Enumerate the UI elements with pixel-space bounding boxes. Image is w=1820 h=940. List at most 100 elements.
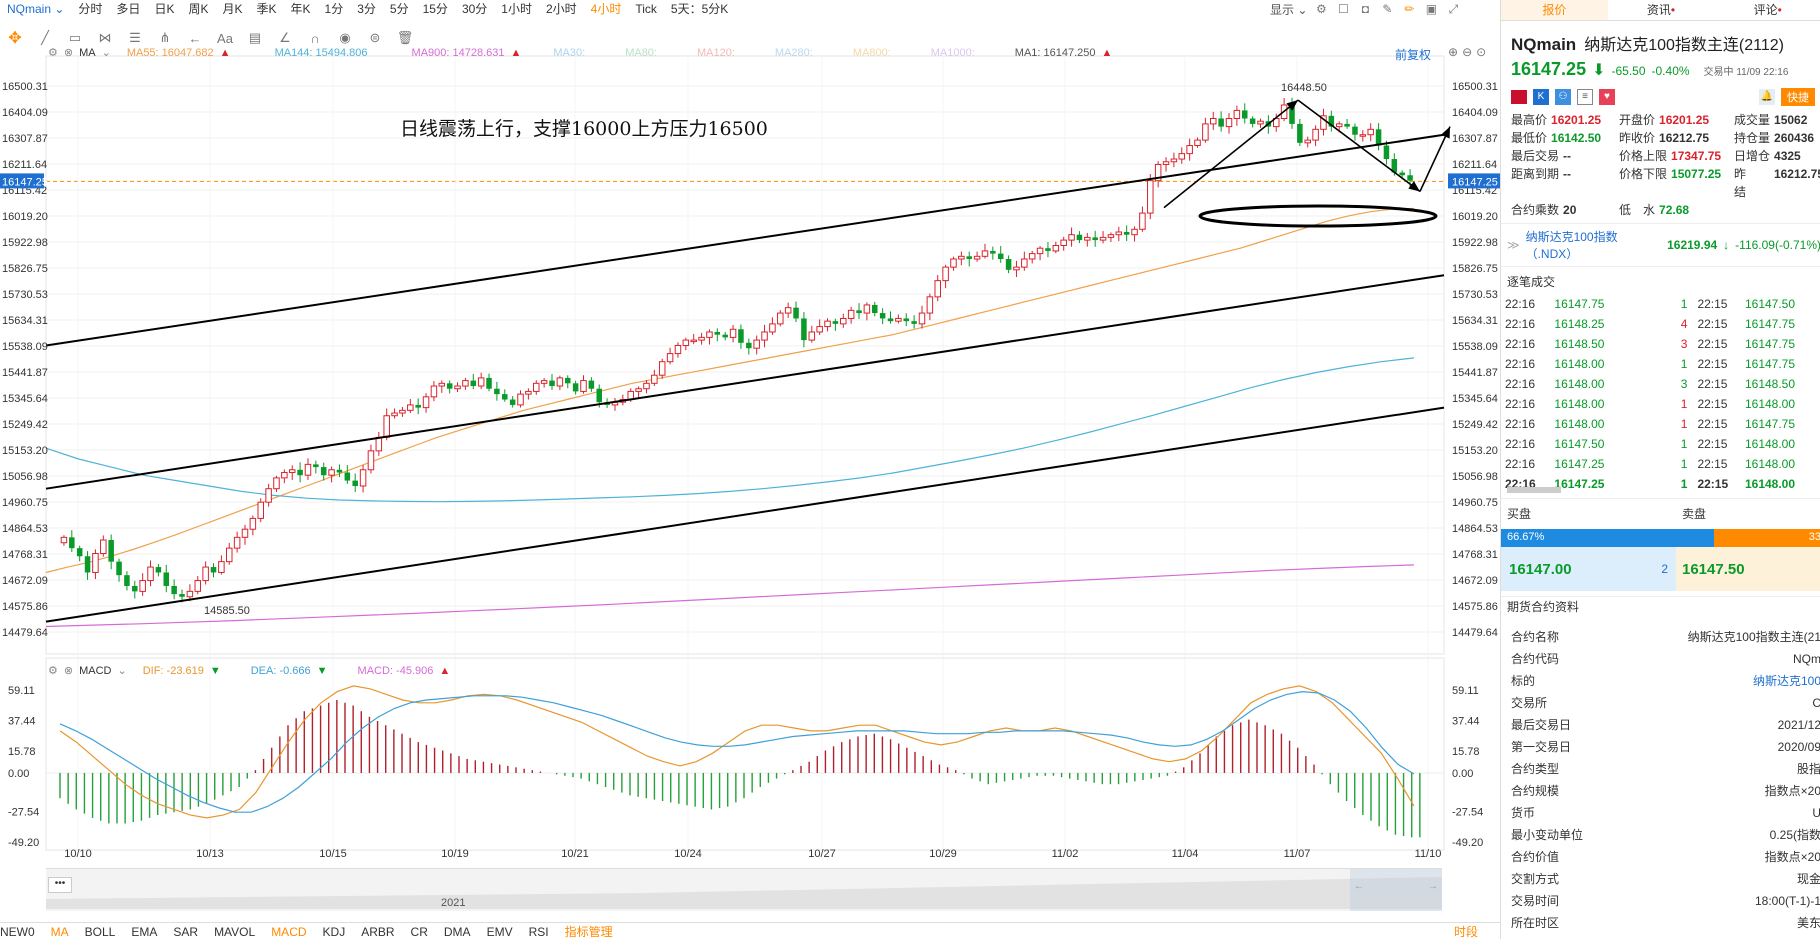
text-tool-icon[interactable]: Aa — [217, 30, 233, 46]
scroll-window[interactable]: ← → — [1350, 869, 1442, 911]
timeframe-14[interactable]: 4小时 — [590, 2, 622, 16]
pencil-icon[interactable]: ✏ — [1404, 2, 1415, 16]
timeframe-4[interactable]: 月K — [222, 2, 243, 16]
rect-tool-icon[interactable]: ▭ — [68, 30, 82, 45]
ask-box[interactable]: 16147.50 — [1676, 547, 1820, 591]
reset-icon[interactable]: ⊙ — [1476, 45, 1487, 59]
timeframe-12[interactable]: 1小时 — [501, 2, 532, 16]
indicator-2[interactable]: BOLL — [84, 924, 116, 939]
timeframe-16[interactable]: 5天：5分K — [670, 2, 729, 16]
arrow-tool-icon[interactable]: ← — [188, 30, 202, 46]
chart-right-tools: 显示 ⌄ ⚙ ☐ ◘ ✎ ✏ ▣ ⤢ — [1270, 0, 1461, 18]
lock-icon[interactable]: ⊜ — [369, 30, 381, 45]
timeframe-11[interactable]: 30分 — [461, 2, 488, 16]
y-tick-label-left: 14768.31 — [2, 549, 48, 561]
indicator-4[interactable]: SAR — [173, 924, 199, 939]
us-flag-icon — [1511, 90, 1527, 104]
timeframe-5[interactable]: 季K — [256, 2, 277, 16]
close-icon[interactable]: ⊗ — [63, 665, 74, 677]
candle-body-down — [903, 318, 910, 322]
indicator-5[interactable]: MAVOL — [214, 924, 256, 939]
close-icon[interactable]: ⊗ — [63, 47, 74, 59]
left-arrow-icon[interactable]: ← — [1354, 881, 1364, 892]
candle-body-up — [666, 353, 674, 363]
line-dea — [59, 690, 1415, 813]
restore-adjust-link[interactable]: 前复权 — [1395, 48, 1432, 62]
settings-icon[interactable]: ⚙ — [48, 47, 58, 59]
collapse-icon[interactable]: ≫ — [1507, 238, 1520, 252]
move-icon[interactable]: ✥ — [8, 30, 22, 47]
timeframe-6[interactable]: 年K — [290, 2, 311, 16]
timeframe-8[interactable]: 3分 — [357, 2, 376, 16]
timeframe-2[interactable]: 日K — [154, 2, 175, 16]
indicator-8[interactable]: ARBR — [361, 924, 395, 939]
arrow-next-up — [1419, 126, 1451, 192]
kline-chart[interactable]: 16500.3116404.0916307.8716211.6416115.42… — [0, 42, 1500, 939]
overview-scrollbar[interactable]: ••• ← → 2021 — [46, 868, 1442, 911]
indicator-3[interactable]: EMA — [131, 924, 158, 939]
indicator-0[interactable]: NEW0 — [0, 924, 35, 939]
note-tool-icon[interactable]: ▤ — [248, 30, 262, 45]
settings-icon[interactable]: ⚙ — [1316, 2, 1327, 16]
timeframe-3[interactable]: 周K — [188, 2, 209, 16]
timeframe-13[interactable]: 2小时 — [545, 2, 577, 16]
trash-icon[interactable]: 🗑 — [396, 30, 414, 45]
quick-trade-button[interactable]: 快捷 — [1781, 88, 1815, 106]
settings-icon[interactable]: ⚙ — [48, 665, 58, 677]
scroll-handle-left[interactable]: ••• — [48, 877, 72, 893]
layout-icon[interactable]: ▣ — [1425, 2, 1438, 16]
indicator-12[interactable]: RSI — [528, 924, 549, 939]
checkbox-icon[interactable]: ☐ — [1338, 2, 1349, 16]
bid-box[interactable]: 16147.00 2 — [1501, 547, 1676, 591]
edit-icon[interactable]: ✎ — [1382, 2, 1393, 16]
camera-icon[interactable]: ◘ — [1361, 2, 1370, 16]
symbol-selector[interactable]: NQmain ⌄ — [7, 2, 65, 16]
angle-tool-icon[interactable]: ∠ — [279, 30, 291, 45]
indicator-6[interactable]: MACD — [271, 924, 307, 939]
timeframe-1[interactable]: 多日 — [116, 2, 141, 16]
fib-tool-icon[interactable]: ⋔ — [159, 30, 171, 45]
bell-icon[interactable]: 🔔 — [1759, 89, 1775, 105]
session-button[interactable]: 时段 — [1453, 925, 1478, 939]
candle-body-up — [1115, 231, 1123, 236]
channel-tool-icon[interactable]: ☰ — [129, 30, 141, 45]
tab-news[interactable]: 资讯• — [1646, 3, 1676, 17]
timeframe-7[interactable]: 1分 — [324, 2, 344, 16]
timeframe-0[interactable]: 分时 — [78, 2, 103, 16]
timeframe-10[interactable]: 15分 — [422, 2, 448, 16]
candle-body-up — [784, 307, 792, 314]
people-icon[interactable]: ⚇ — [1555, 89, 1571, 105]
right-arrow-icon[interactable]: → — [1428, 881, 1438, 892]
doc-icon[interactable]: ≡ — [1577, 89, 1593, 105]
zoom-out-icon[interactable]: ⊖ — [1462, 45, 1473, 59]
magnet-icon[interactable]: ∩ — [310, 30, 320, 46]
candle-body-up — [934, 280, 941, 298]
indicator-13[interactable]: 指标管理 — [564, 925, 613, 939]
candle-body-down — [486, 377, 492, 389]
chevron-down-icon[interactable]: ⌄ — [117, 665, 127, 677]
indicator-11[interactable]: EMV — [486, 924, 513, 939]
indicator-9[interactable]: CR — [410, 924, 428, 939]
ndx-label[interactable]: 纳斯达克100指数（.NDX） — [1525, 230, 1618, 261]
display-menu[interactable]: 显示 ⌄ — [1270, 2, 1308, 17]
timeframe-15[interactable]: Tick — [635, 2, 657, 16]
candle-body-up — [454, 385, 461, 390]
indicator-7[interactable]: KDJ — [322, 924, 346, 939]
chart-icon[interactable]: K — [1533, 89, 1549, 105]
indicator-10[interactable]: DMA — [443, 924, 471, 939]
chevron-down-icon[interactable]: ⌄ — [101, 47, 111, 59]
indicator-1[interactable]: MA — [50, 924, 69, 939]
tab-quote[interactable]: 报价 — [1501, 0, 1608, 20]
fullscreen-icon[interactable]: ⤢ — [1448, 1, 1459, 16]
trade-list-scrollbar[interactable] — [1507, 487, 1561, 493]
contract-title: 期货合约资料 — [1507, 600, 1580, 614]
fork-tool-icon[interactable]: ⋈ — [98, 30, 112, 45]
zoom-in-icon[interactable]: ⊕ — [1448, 45, 1459, 59]
favorite-icon[interactable]: ♥ — [1599, 89, 1615, 105]
eye-icon[interactable]: ◉ — [339, 30, 351, 45]
line-tool-icon[interactable]: ╱ — [41, 30, 49, 45]
timeframe-9[interactable]: 5分 — [389, 2, 409, 16]
tab-comments[interactable]: 评论• — [1753, 3, 1782, 17]
candle-body-up — [257, 501, 264, 519]
candle-body-up — [92, 553, 99, 573]
